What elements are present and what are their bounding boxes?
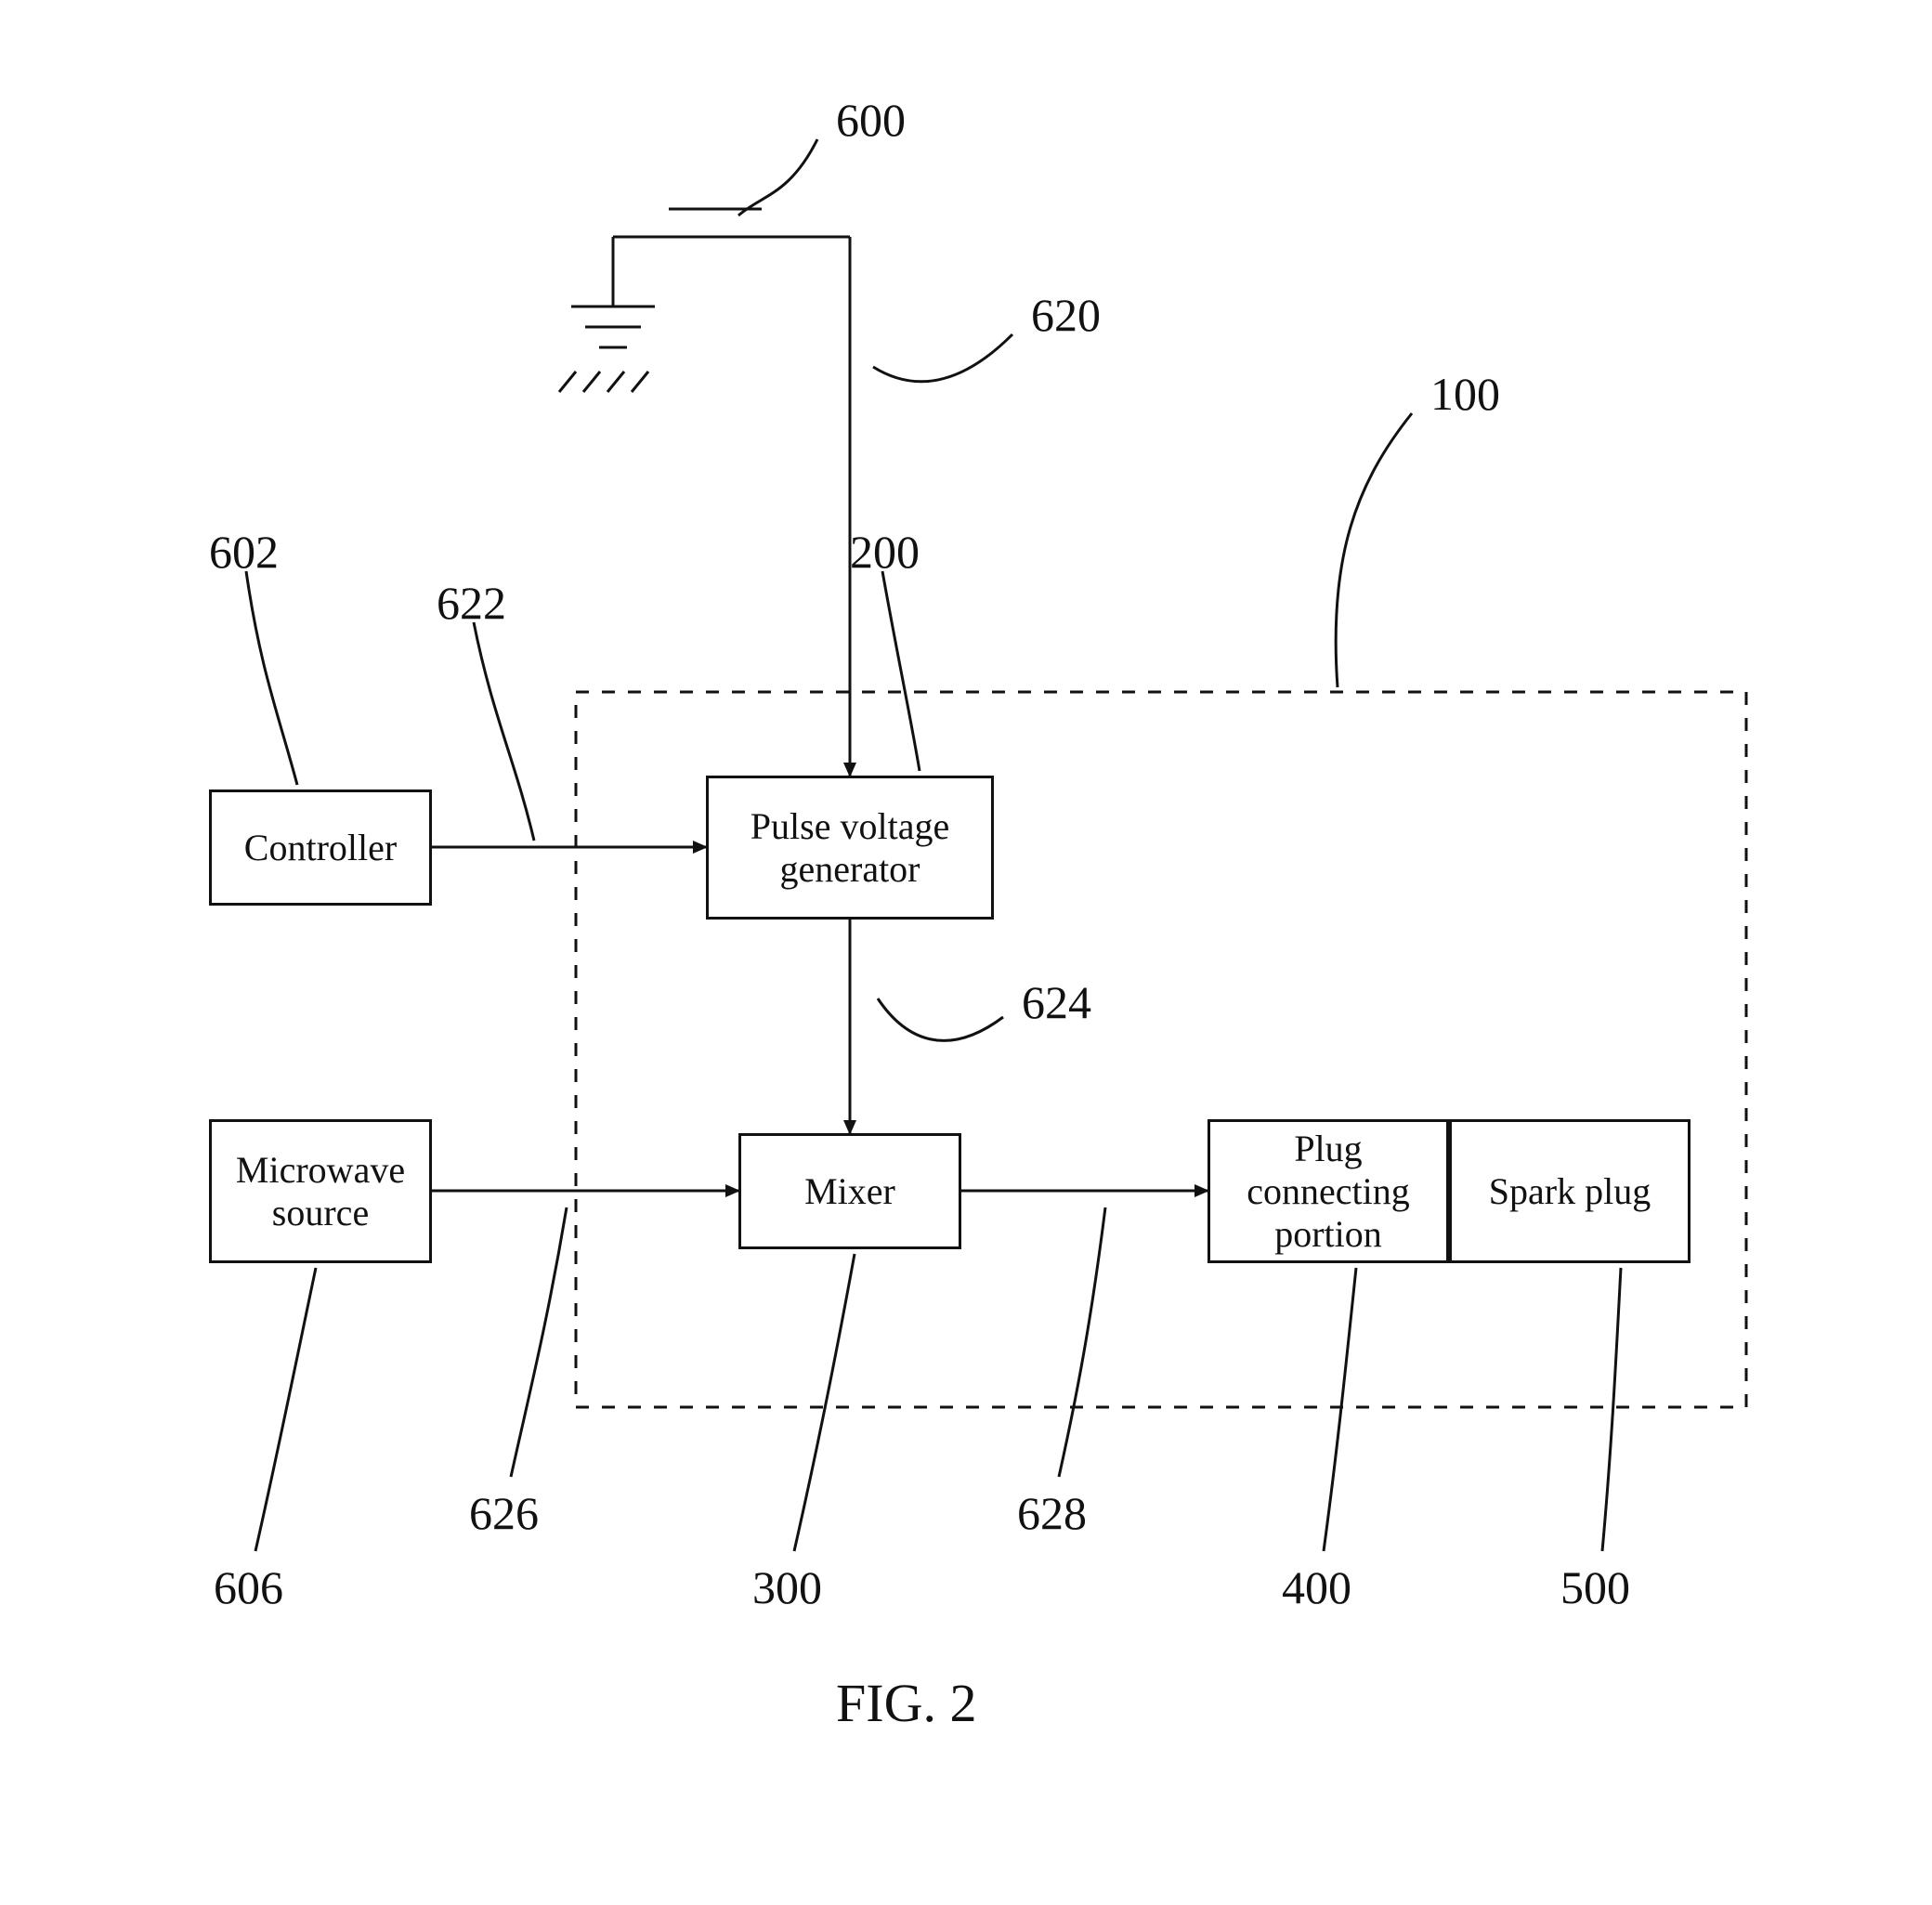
- box-plug-label: Plugconnectingportion: [1247, 1128, 1410, 1256]
- box-spark-plug: Spark plug: [1449, 1119, 1690, 1263]
- figure-caption: FIG. 2: [836, 1672, 976, 1734]
- diagram-stage: Controller Pulse voltagegenerator Microw…: [0, 0, 1932, 1905]
- box-mw-label: Microwavesource: [236, 1149, 405, 1234]
- ref-label-624: 624: [1022, 975, 1091, 1029]
- box-mixer: Mixer: [738, 1133, 961, 1249]
- box-controller: Controller: [209, 789, 432, 906]
- ref-label-200: 200: [850, 525, 920, 579]
- ref-label-600: 600: [836, 93, 906, 147]
- ref-label-626: 626: [469, 1486, 539, 1540]
- box-spark-label: Spark plug: [1489, 1170, 1651, 1213]
- ref-label-606: 606: [214, 1560, 283, 1614]
- ref-label-500: 500: [1560, 1560, 1630, 1614]
- box-microwave-source: Microwavesource: [209, 1119, 432, 1263]
- ref-label-620: 620: [1031, 288, 1101, 342]
- box-pvg-label: Pulse voltagegenerator: [751, 805, 949, 891]
- ref-label-602: 602: [209, 525, 279, 579]
- diagram-lines: [0, 0, 1932, 1905]
- ref-label-622: 622: [437, 576, 506, 630]
- ref-label-628: 628: [1017, 1486, 1087, 1540]
- ref-label-100: 100: [1430, 367, 1500, 421]
- ref-label-300: 300: [752, 1560, 822, 1614]
- ref-label-400: 400: [1282, 1560, 1351, 1614]
- box-pulse-voltage-generator: Pulse voltagegenerator: [706, 776, 994, 920]
- box-plug-connecting-portion: Plugconnectingportion: [1208, 1119, 1449, 1263]
- box-mixer-label: Mixer: [804, 1170, 895, 1213]
- box-controller-label: Controller: [244, 827, 397, 869]
